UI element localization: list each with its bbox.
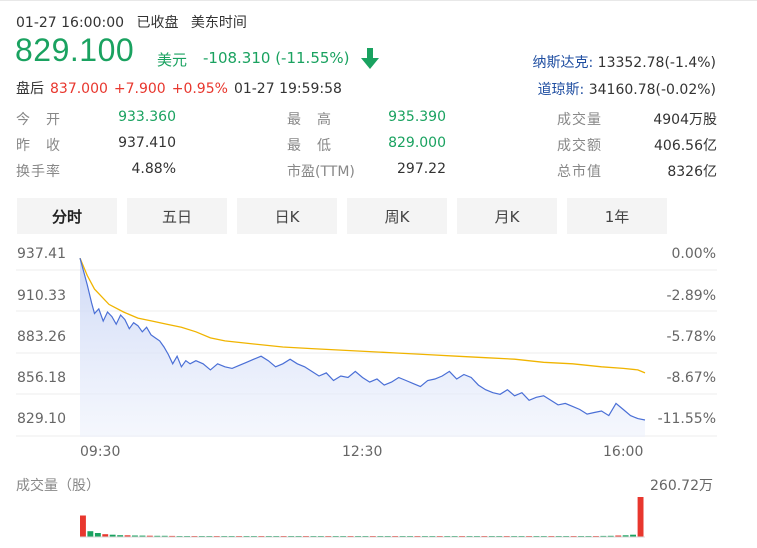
average-price-line	[79, 257, 646, 374]
y-tick-label: 937.41	[17, 246, 66, 262]
stat-low-label: 最 低	[287, 138, 332, 154]
volume-bar	[161, 535, 168, 537]
index-value: 13352.78(-1.4%)	[597, 55, 716, 71]
volume-bar	[146, 535, 153, 537]
tab-weekly-k[interactable]: 周K	[347, 198, 447, 234]
volume-bar	[615, 535, 622, 537]
after-hours-price: 837.000	[50, 81, 108, 97]
price-change: -108.310 (-11.55%)	[203, 49, 350, 67]
market-status: 已收盘	[136, 15, 179, 31]
stat-high-label: 最 高	[287, 112, 332, 128]
index-name: 道琼斯:	[537, 82, 585, 98]
stat-pe-value: 297.22	[397, 161, 446, 177]
index-name: 纳斯达克:	[532, 55, 594, 71]
volume-label: 成交量（股）	[16, 478, 100, 494]
stat-turnover-label: 成交额	[557, 138, 602, 154]
volume-bar	[637, 497, 644, 537]
stat-high-value: 935.390	[388, 109, 446, 125]
stat-prevclose-label: 昨 收	[16, 138, 61, 154]
price-line	[79, 257, 646, 421]
top-divider	[0, 0, 757, 1]
volume-bar	[102, 534, 109, 537]
volume-bar	[630, 534, 636, 537]
volume-bar	[139, 535, 146, 537]
stat-turnover-value: 406.56亿	[654, 138, 717, 154]
volume-bar	[117, 535, 124, 537]
pct-tick-label: -11.55%	[657, 411, 716, 427]
stat-marketcap-label: 总市值	[557, 164, 602, 180]
volume-bar	[124, 535, 131, 537]
datetime: 01-27 16:00:00	[16, 15, 125, 31]
index-nasdaq[interactable]: 纳斯达克: 13352.78(-1.4%)	[532, 52, 716, 72]
stat-prevclose-value: 937.410	[118, 135, 176, 151]
stat-open-label: 今 开	[16, 112, 61, 128]
volume-bar	[169, 535, 176, 537]
volume-bars	[80, 497, 645, 538]
volume-bar	[622, 535, 629, 537]
volume-bar	[600, 535, 607, 537]
x-tick-label: 16:00	[603, 444, 644, 460]
last-price: 829.100	[15, 32, 135, 68]
after-hours-line: 盘后 837.000 +7.900 +0.95% 01-27 19:59:58	[16, 78, 342, 98]
timezone: 美东时间	[190, 15, 247, 31]
pct-tick-label: -5.78%	[666, 329, 716, 345]
currency: 美元	[157, 51, 188, 69]
stat-turnover-rate-value: 4.88%	[131, 161, 176, 177]
down-arrow-icon	[361, 48, 379, 69]
y-tick-label: 856.18	[17, 370, 66, 386]
y-tick-label: 829.10	[17, 411, 66, 427]
y-tick-label: 883.26	[17, 329, 66, 345]
volume-bar	[94, 533, 101, 537]
stat-volume-value: 4904万股	[653, 112, 717, 128]
pct-tick-label: -2.89%	[666, 288, 716, 304]
volume-bar	[80, 515, 86, 537]
volume-bar	[87, 531, 94, 537]
pct-tick-label: -8.67%	[666, 370, 716, 386]
tab-five-day[interactable]: 五日	[127, 198, 227, 234]
tab-intraday[interactable]: 分时	[17, 198, 117, 234]
tab-daily-k[interactable]: 日K	[237, 198, 337, 234]
x-tick-label: 09:30	[80, 444, 121, 460]
tab-one-year[interactable]: 1年	[567, 198, 667, 234]
x-tick-label: 12:30	[342, 444, 383, 460]
y-tick-label: 910.33	[17, 288, 66, 304]
stat-low-value: 829.000	[388, 135, 446, 151]
stat-pe-label: 市盈(TTM)	[287, 164, 355, 180]
after-hours-pct: +0.95%	[171, 81, 228, 97]
stat-marketcap-value: 8326亿	[667, 164, 717, 180]
volume-bar	[607, 535, 614, 537]
pct-tick-label: 0.00%	[671, 246, 716, 262]
volume-bar	[132, 535, 138, 537]
volume-bar	[109, 534, 116, 537]
market-status-line: 01-27 16:00:00 已收盘 美东时间	[16, 12, 255, 32]
after-hours-label: 盘后	[16, 81, 44, 97]
stat-turnover-rate-label: 换手率	[16, 164, 61, 180]
after-hours-change: +7.900	[113, 81, 166, 97]
index-dow[interactable]: 道琼斯: 34160.78(-0.02%)	[538, 79, 716, 99]
after-hours-time: 01-27 19:59:58	[233, 81, 342, 97]
volume-max-label: 260.72万	[650, 478, 713, 494]
stat-volume-label: 成交量	[557, 112, 602, 128]
volume-bar	[154, 535, 161, 537]
index-value: 34160.78(-0.02%)	[588, 82, 716, 98]
tab-monthly-k[interactable]: 月K	[457, 198, 557, 234]
stat-open-value: 933.360	[118, 109, 176, 125]
